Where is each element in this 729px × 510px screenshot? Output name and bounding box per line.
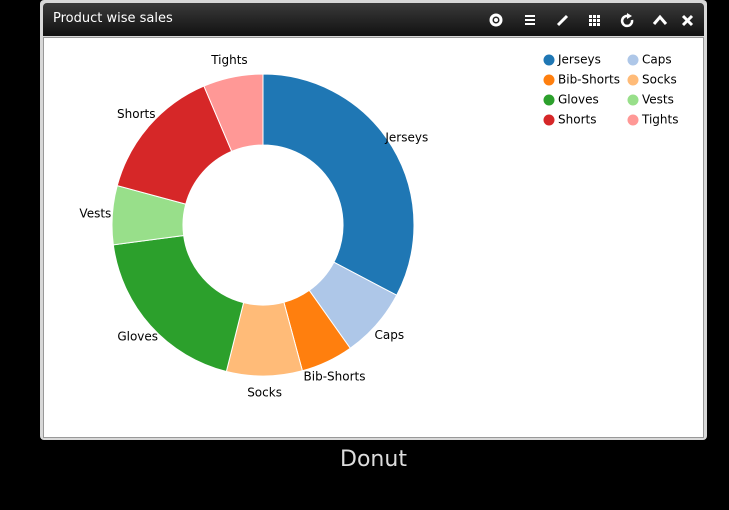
slice-label: Shorts [117, 107, 155, 121]
legend-label: Tights [641, 113, 678, 127]
legend-swatch [627, 114, 639, 126]
legend-swatch [627, 94, 639, 106]
slice-label: Vests [79, 206, 111, 220]
legend-swatch [627, 54, 639, 66]
legend-label: Jerseys [557, 53, 601, 67]
header-icons [489, 13, 694, 28]
legend-label: Vests [642, 93, 674, 107]
donut-slice [203, 73, 264, 153]
legend-swatch [543, 114, 555, 126]
grid-icon[interactable] [589, 15, 600, 26]
caption: Donut [340, 447, 407, 472]
legend-swatch [543, 74, 555, 86]
legend-label: Caps [642, 53, 672, 67]
chart: Jerseys Caps Bib-Shorts Socks Gloves Vests Sho… [79, 53, 678, 400]
donut-slice [262, 73, 415, 296]
slice-label: Tights [210, 53, 247, 67]
legend-swatch [543, 94, 555, 106]
refresh-icon[interactable] [620, 13, 634, 28]
slice-label: Socks [247, 385, 282, 399]
legend-label: Socks [642, 73, 677, 87]
widget-title: Product wise sales [53, 11, 173, 26]
slice-label: Caps [375, 328, 405, 342]
widget-body: Jerseys Caps Bib-Shorts Socks Gloves Vests Sho… [43, 37, 704, 438]
donut-slice [112, 234, 245, 373]
settings-icon[interactable] [489, 13, 503, 27]
menu-icon[interactable] [525, 15, 535, 25]
slice-label: Bib-Shorts [304, 370, 366, 384]
legend-swatch [627, 74, 639, 86]
legend-swatch [543, 54, 555, 66]
legend-label: Shorts [558, 113, 596, 127]
slice-label: Jerseys [384, 131, 428, 145]
collapse-icon[interactable] [652, 14, 668, 25]
slice-label: Gloves [117, 329, 158, 343]
widget-header: Product wise sales [43, 3, 704, 36]
edit-icon[interactable] [556, 14, 569, 27]
widget: Product wise sales Jerseys Caps Bib-Shorts… [40, 0, 707, 440]
legend-label: Bib-Shorts [558, 73, 620, 87]
legend-label: Gloves [558, 93, 599, 107]
close-icon[interactable] [681, 14, 694, 27]
